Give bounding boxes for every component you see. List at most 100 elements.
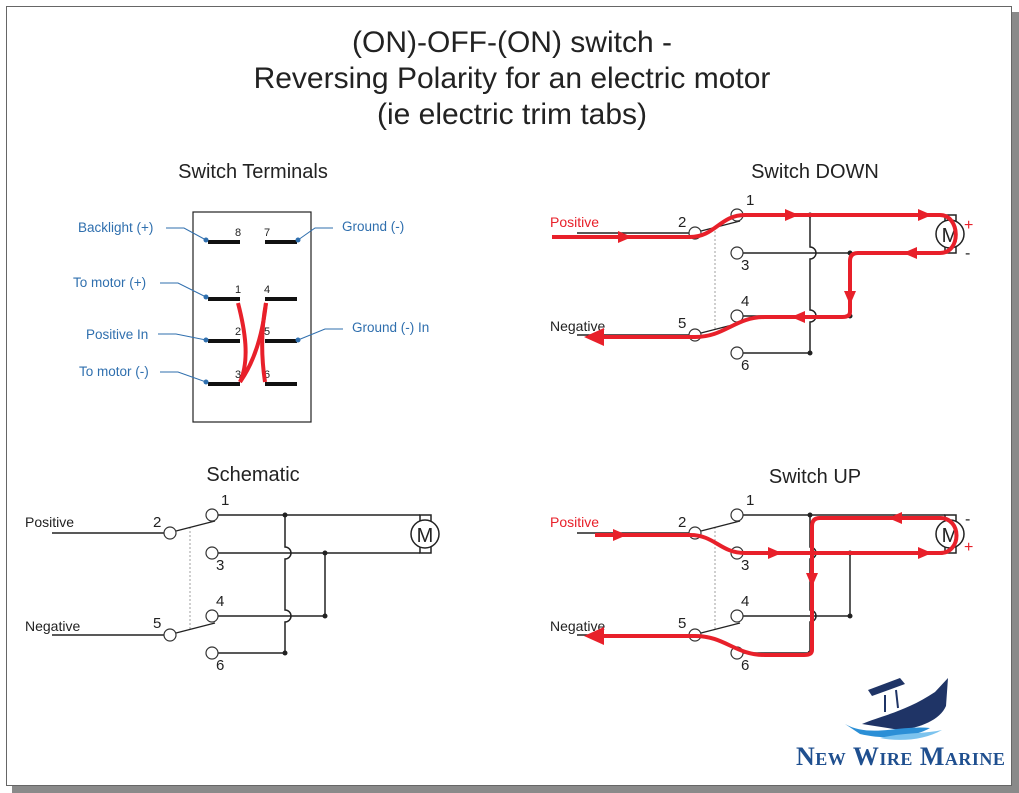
terminal-3-icon (730, 246, 744, 260)
leader-line (158, 333, 207, 341)
bus-1-6 (809, 215, 817, 353)
terminal-number: 3 (741, 257, 749, 274)
polarity-plus: + (964, 217, 973, 234)
terminal-4-icon (205, 609, 219, 623)
leader-arrow-icon (203, 379, 209, 385)
current-arrow-icon (791, 311, 805, 323)
current-arrow-icon (888, 512, 902, 524)
negative-label: Negative (550, 318, 605, 334)
polarity-minus: - (965, 245, 970, 262)
terminal-label: Ground (-) (342, 219, 404, 234)
section-title-switch-down: Switch DOWN (751, 161, 879, 183)
leader-line (297, 227, 333, 241)
leader-line (166, 227, 207, 241)
terminal-number: 6 (264, 369, 270, 381)
current-arrow-icon (768, 547, 782, 559)
terminal-label: Ground (-) In (352, 320, 429, 335)
boat-tbar (868, 678, 905, 696)
logo-wave-light (880, 730, 942, 740)
leader-arrow-icon (203, 237, 209, 243)
terminal-4-icon (730, 609, 744, 623)
leader-arrow-icon (203, 337, 209, 343)
boat-frame (884, 689, 899, 712)
negative-arrow-icon (584, 328, 604, 346)
terminal-number: 4 (264, 284, 270, 296)
terminal-1-icon (730, 508, 744, 522)
terminal-number: 3 (741, 557, 749, 574)
current-arrow-icon (806, 573, 818, 587)
terminal-number: 2 (153, 514, 161, 531)
junction-dot (322, 550, 328, 556)
terminal-number: 8 (235, 227, 241, 239)
current-path-down (552, 213, 958, 339)
terminal-number: 5 (678, 615, 686, 632)
terminal-number: 5 (264, 326, 270, 338)
terminal-number: 2 (678, 514, 686, 531)
motor-icon (410, 519, 440, 549)
negative-label: Negative (25, 618, 80, 634)
terminal-number: 5 (678, 315, 686, 332)
motor-label: M (417, 525, 434, 547)
leader-line (297, 328, 343, 341)
terminal-number: 1 (746, 492, 754, 509)
terminal-number: 4 (216, 593, 224, 610)
section-title-schematic: Schematic (206, 464, 299, 486)
polarity-minus: - (965, 511, 970, 528)
negative-label: Negative (550, 618, 605, 634)
current-arrow-icon (918, 547, 932, 559)
title-line-2: Reversing Polarity for an electric motor (254, 62, 771, 95)
junction-dot (807, 512, 813, 518)
leader-arrow-icon (295, 237, 301, 243)
terminal-6-icon (730, 346, 744, 360)
junction-dot (807, 350, 813, 356)
current-arrow-icon (785, 209, 799, 221)
terminal-number: 4 (741, 593, 749, 610)
bus-1-6 (284, 515, 292, 653)
positive-label: Positive (550, 214, 599, 230)
current-arrow-icon (918, 209, 932, 221)
terminal-number: 1 (746, 192, 754, 209)
terminal-number: 2 (678, 214, 686, 231)
leader-arrow-icon (203, 294, 209, 300)
boat-hull (862, 678, 948, 730)
title-line-3: (ie electric trim tabs) (377, 98, 647, 131)
current-arrow-icon (844, 291, 856, 305)
title-line-1: (ON)-OFF-(ON) switch - (352, 26, 672, 59)
terminal-number: 6 (741, 357, 749, 374)
terminal-5-icon (163, 628, 177, 642)
junction-dot (847, 613, 853, 619)
diagram-page (6, 6, 1012, 786)
terminal-number: 6 (741, 657, 749, 674)
leader-line (160, 371, 207, 383)
terminal-number: 1 (235, 284, 241, 296)
junction-dot (282, 650, 288, 656)
terminal-label: To motor (-) (79, 364, 149, 379)
terminal-number: 2 (235, 326, 241, 338)
terminal-3-icon (205, 546, 219, 560)
logo-text: New Wire Marine (796, 742, 1006, 771)
logo-boat-icon (845, 678, 948, 740)
terminal-6-icon (205, 646, 219, 660)
leader-line (160, 282, 207, 298)
switch-lever-lower (700, 622, 741, 634)
positive-label: Positive (25, 514, 74, 530)
positive-label: Positive (550, 514, 599, 530)
terminal-2-icon (163, 526, 177, 540)
section-title-switch-up: Switch UP (769, 466, 861, 488)
terminal-number: 5 (153, 615, 161, 632)
terminal-label: Positive In (86, 327, 148, 342)
switch-body (192, 211, 312, 423)
switch-lever-lower (175, 622, 216, 634)
terminal-number: 6 (216, 657, 224, 674)
jumper-cross (238, 302, 268, 384)
current-arrow-icon (618, 231, 632, 243)
polarity-plus: + (964, 539, 973, 556)
section-title-terminals: Switch Terminals (178, 161, 328, 183)
leader-arrow-icon (295, 337, 301, 343)
terminal-number: 1 (221, 492, 229, 509)
terminal-number: 7 (264, 227, 270, 239)
terminal-label: To motor (+) (73, 275, 146, 290)
negative-arrow-icon (584, 627, 604, 645)
terminal-number: 3 (235, 369, 241, 381)
